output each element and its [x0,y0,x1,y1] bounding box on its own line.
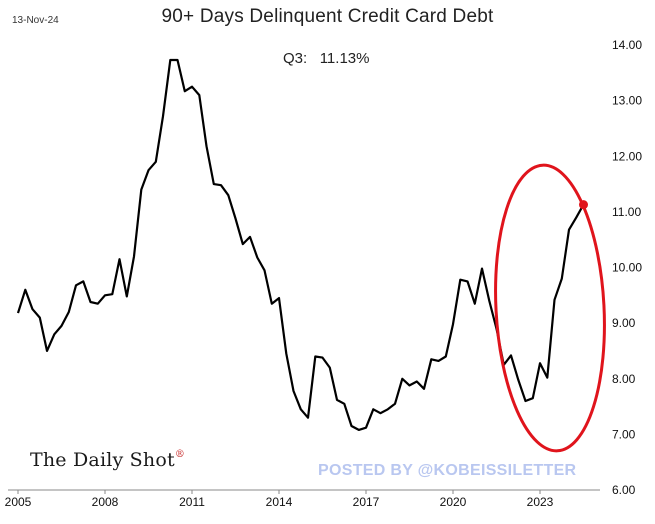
y-tick-label: 10.00 [612,261,642,275]
chart-title: 90+ Days Delinquent Credit Card Debt [161,6,494,27]
x-tick-label: 2014 [266,495,293,509]
y-tick-label: 13.00 [612,94,642,108]
y-tick-label: 7.00 [612,427,636,441]
x-tick-label: 2008 [92,495,119,509]
last-point-marker [579,200,588,210]
y-tick-label: 14.00 [612,38,642,52]
watermark: POSTED BY @KOBEISSILETTER [318,462,577,479]
x-tick-label: 2023 [527,495,554,509]
source-logo-text: The Daily Shot [30,449,175,471]
x-tick-label: 2020 [440,495,467,509]
source-logo-mark: ® [174,449,186,460]
x-tick-label: 2005 [5,495,32,509]
y-tick-label: 6.00 [612,483,636,497]
y-tick-label: 9.00 [612,316,636,330]
y-tick-label: 12.00 [612,149,642,163]
source-logo: The Daily Shot® [30,449,185,471]
y-tick-label: 8.00 [612,372,636,386]
y-tick-label: 11.00 [612,205,641,219]
y-axis-ticks: 14.00 13.00 12.00 11.00 10.00 9.00 8.00 7.00 6.0… [612,38,642,497]
series-line [16,58,585,431]
x-tick-label: 2011 [179,495,205,509]
latest-value-annotation: Q3: 11.13% [283,50,369,67]
x-tick-label: 2017 [353,495,380,509]
annotation-value: 11.13% [319,50,370,67]
annotation-label: Q3: [283,50,308,67]
highlight-ellipse [494,163,606,453]
date-label: 13-Nov-24 [12,15,59,26]
x-axis-ticks: 2005 2008 2011 2014 2017 2020 2023 [5,490,554,509]
